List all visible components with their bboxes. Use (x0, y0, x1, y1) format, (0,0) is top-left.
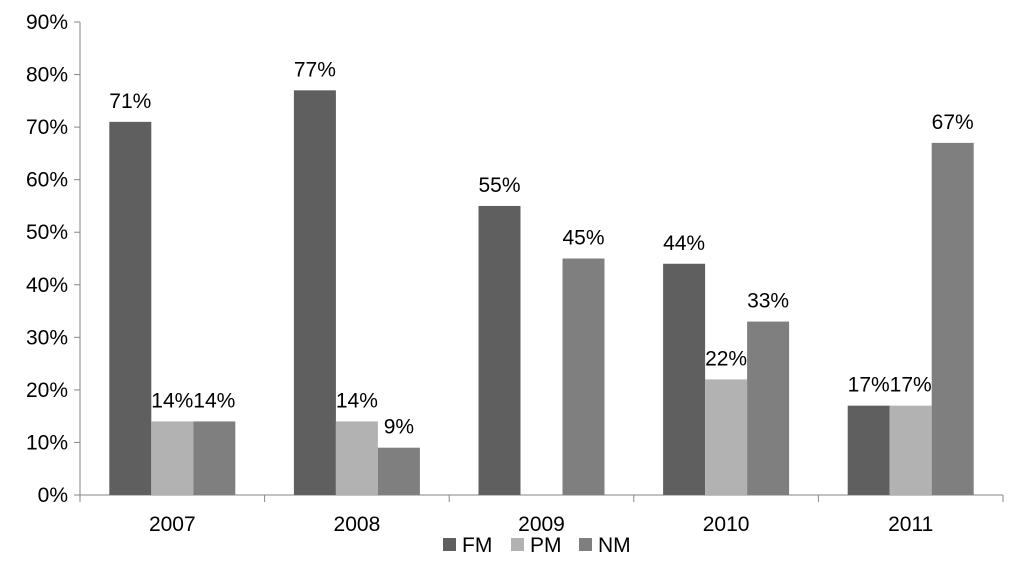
x-tick-label: 2009 (518, 513, 565, 536)
y-tick-label: 80% (26, 64, 68, 87)
x-tick-label: 2010 (703, 513, 750, 536)
bar-pm-2011 (889, 405, 932, 495)
data-label-pm-2011: 17% (890, 374, 932, 397)
legend-swatch-fm (443, 538, 456, 551)
y-tick-label: 70% (26, 116, 68, 139)
legend-label-pm: PM (530, 534, 562, 557)
bar-fm-2010 (663, 263, 706, 495)
bar-pm-2010 (705, 379, 748, 495)
y-tick-label: 60% (26, 169, 68, 192)
x-tick-label: 2007 (149, 513, 196, 536)
data-label-pm-2007: 14% (151, 389, 193, 412)
data-label-fm-2010: 44% (663, 232, 705, 255)
x-tick-label: 2008 (334, 513, 381, 536)
data-label-nm-2008: 9% (384, 416, 414, 439)
x-tick-label: 2011 (888, 513, 933, 536)
data-label-pm-2008: 14% (336, 389, 378, 412)
y-tick-label: 30% (26, 326, 68, 349)
data-label-fm-2007: 71% (109, 90, 151, 113)
bar-nm-2011 (931, 142, 974, 495)
data-label-nm-2011: 67% (932, 111, 974, 134)
data-label-fm-2008: 77% (294, 58, 336, 81)
legend-swatch-pm (511, 538, 524, 551)
bar-nm-2010 (747, 321, 790, 495)
y-tick-label: 10% (26, 431, 68, 454)
y-tick-label: 50% (26, 221, 68, 244)
bar-nm-2008 (377, 447, 420, 495)
data-label-nm-2009: 45% (562, 227, 604, 250)
data-label-nm-2010: 33% (747, 290, 789, 313)
bar-fm-2009 (478, 205, 521, 495)
legend-swatch-nm (579, 538, 592, 551)
y-tick-label: 0% (38, 484, 68, 507)
bar-fm-2011 (847, 405, 890, 495)
y-tick-label: 90% (26, 11, 68, 34)
legend-label-fm: FM (462, 534, 492, 557)
bar-pm-2008 (335, 421, 378, 495)
bar-pm-2007 (151, 421, 194, 495)
bar-nm-2009 (562, 258, 605, 495)
data-label-fm-2009: 55% (478, 174, 520, 197)
y-tick-label: 40% (26, 274, 68, 297)
data-label-fm-2011: 17% (848, 374, 890, 397)
bar-nm-2007 (193, 421, 236, 495)
bar-fm-2007 (109, 121, 152, 495)
data-label-pm-2010: 22% (705, 347, 747, 370)
y-tick-label: 20% (26, 379, 68, 402)
bar-fm-2008 (293, 90, 336, 496)
data-label-nm-2007: 14% (193, 389, 235, 412)
legend-label-nm: NM (598, 534, 631, 557)
